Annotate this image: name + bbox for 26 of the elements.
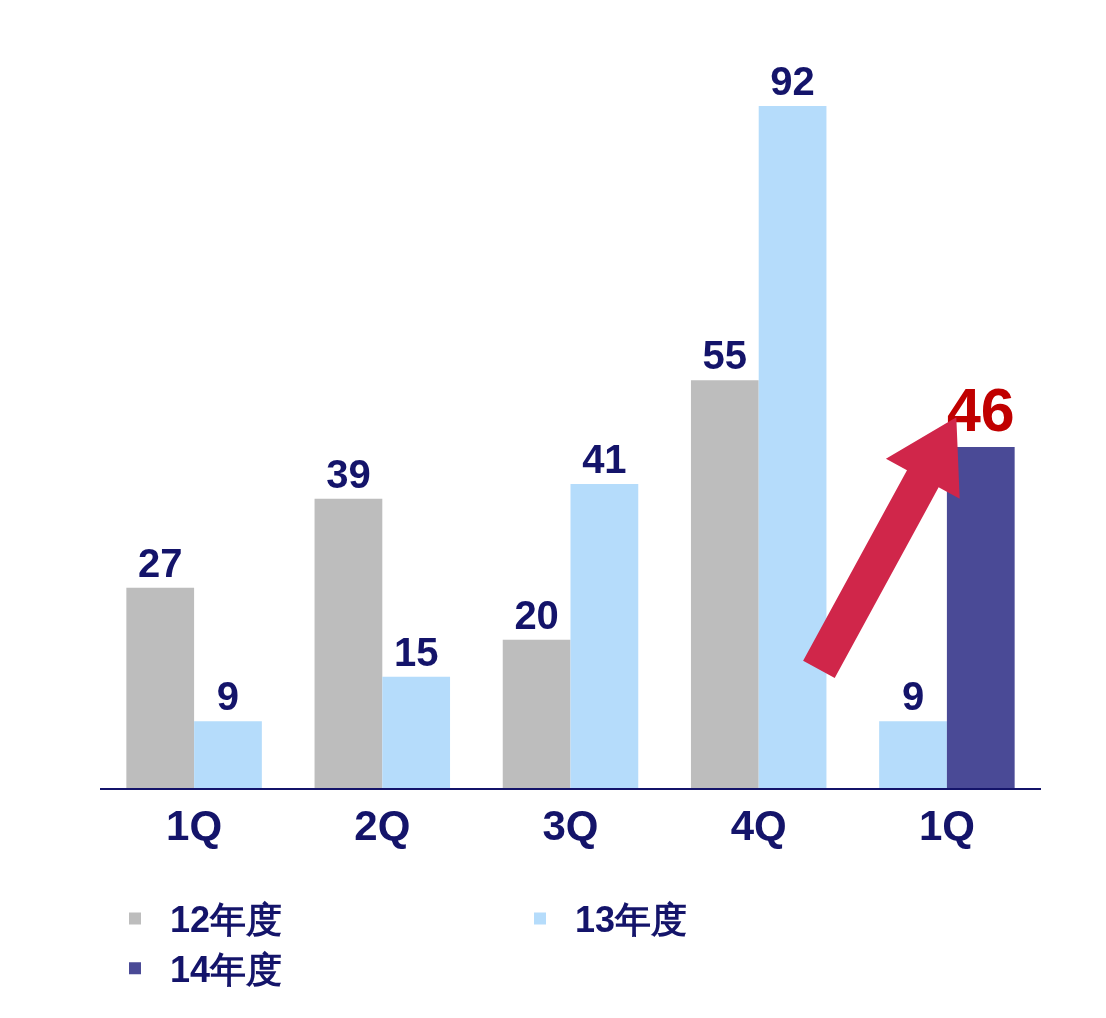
bar bbox=[314, 498, 383, 788]
data-label: 39 bbox=[326, 451, 371, 496]
bar bbox=[194, 721, 262, 788]
bar bbox=[690, 380, 759, 788]
x-tick-label: 1Q bbox=[166, 802, 223, 850]
x-tick-label: 3Q bbox=[542, 802, 599, 850]
data-label: 15 bbox=[393, 629, 439, 674]
legend-label: 12年度 bbox=[170, 899, 283, 941]
data-label: 27 bbox=[137, 540, 183, 585]
data-label: 55 bbox=[702, 333, 748, 378]
data-label: 9 bbox=[901, 674, 925, 719]
data-label: 46 bbox=[946, 375, 1015, 444]
legend-label: 13年度 bbox=[575, 899, 688, 941]
x-tick-label: 2Q bbox=[354, 802, 411, 850]
bar bbox=[126, 587, 195, 788]
data-label: 9 bbox=[216, 674, 240, 719]
data-label: 41 bbox=[582, 437, 627, 482]
bar bbox=[758, 105, 827, 788]
x-tick-label: 1Q bbox=[918, 802, 975, 850]
data-label: 92 bbox=[770, 58, 815, 103]
bar bbox=[570, 484, 639, 788]
bar bbox=[502, 639, 571, 788]
data-label: 20 bbox=[514, 592, 559, 637]
x-tick-label: 4Q bbox=[730, 802, 787, 850]
legend-label: 14年度 bbox=[170, 949, 283, 991]
bar bbox=[382, 676, 451, 788]
